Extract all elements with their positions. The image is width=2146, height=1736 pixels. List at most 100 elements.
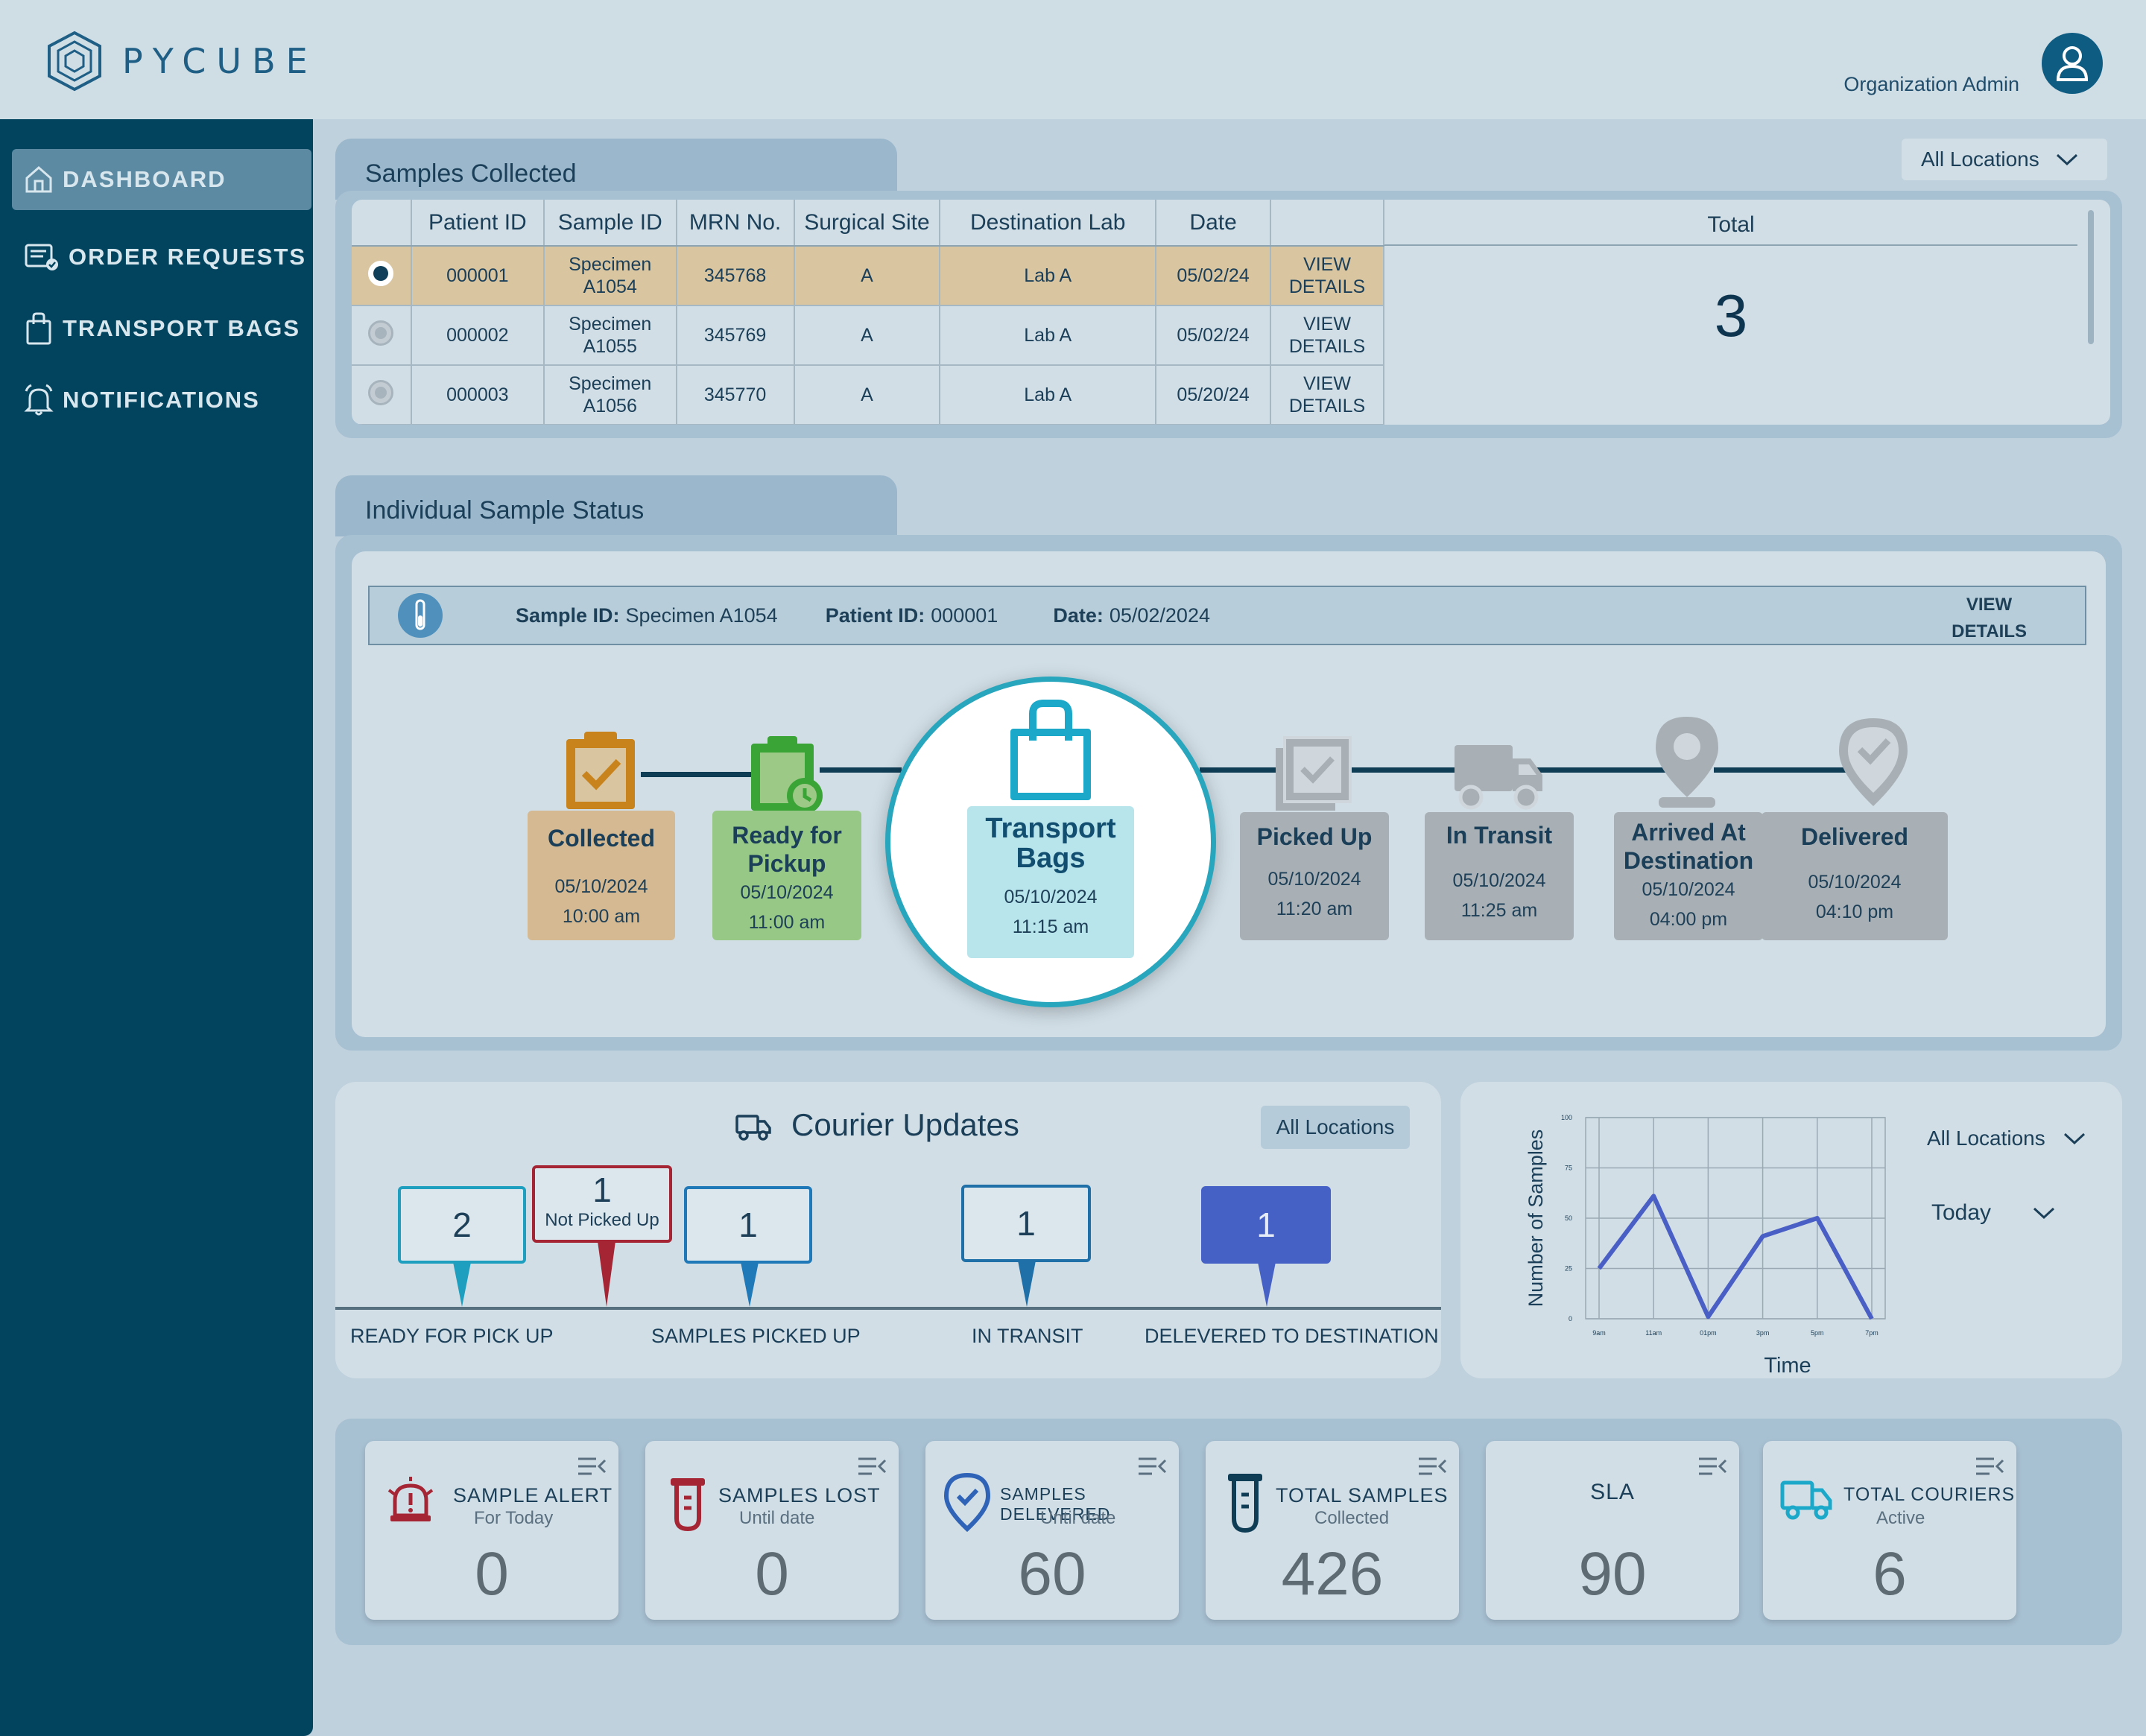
stat-title: TOTAL SAMPLES [1276, 1484, 1449, 1507]
view-details-line1: VIEW [1303, 254, 1351, 275]
stat-card-sla[interactable]: SLA 90 [1486, 1441, 1739, 1620]
samples-location-dropdown[interactable]: All Locations [1902, 139, 2107, 180]
table-row[interactable]: 000003 Specimen A1056 345770 A Lab A 05/2… [352, 365, 1384, 425]
step-date: 05/10/2024 [1808, 872, 1902, 893]
view-details-line2: DETAILS [1288, 396, 1366, 416]
radio-button[interactable] [368, 379, 394, 405]
view-details-link[interactable]: VIEW DETAILS [1270, 365, 1384, 425]
sample-status-tab: Individual Sample Status [335, 475, 897, 536]
stat-card-sample-alert[interactable]: SAMPLE ALERT For Today 0 [365, 1441, 618, 1620]
delivered-count-value: 1 [1256, 1206, 1276, 1244]
stat-subtitle: Active [1876, 1508, 1925, 1528]
test-tube-icon [671, 1478, 705, 1532]
user-name: Organization Admin [1843, 73, 2019, 95]
sample-id-label: Sample ID: [516, 604, 620, 627]
transit-count-value: 1 [1016, 1204, 1036, 1243]
stat-title: SAMPLES DELEVERED [1000, 1484, 1111, 1524]
step-in-transit[interactable]: In Transit 05/10/2024 11:25 am [1425, 812, 1574, 940]
step-time: 10:00 am [562, 906, 641, 927]
radio-button[interactable] [368, 320, 394, 346]
courier-location-filter[interactable]: All Locations [1261, 1106, 1410, 1149]
logo[interactable]: PYCUBE [45, 30, 318, 92]
filter-menu-icon[interactable] [1697, 1456, 1727, 1477]
table-row[interactable]: 000002 Specimen A1055 345769 A Lab A 05/0… [352, 305, 1384, 366]
avatar[interactable] [2042, 33, 2103, 94]
cell-mrn: 345770 [676, 365, 795, 425]
stat-subtitle: Until date [1040, 1508, 1116, 1528]
bell-icon [24, 384, 54, 416]
cell-surgical-site: A [794, 305, 941, 366]
select-column-header [352, 200, 412, 247]
courier-updates-title: Courier Updates [791, 1107, 1019, 1142]
progress-line [1200, 767, 1282, 773]
step-time: 11:15 am [1012, 916, 1089, 937]
filter-menu-icon[interactable] [857, 1456, 887, 1477]
chart-period-dropdown[interactable]: Today [1909, 1191, 2070, 1235]
step-label: Delivered [1800, 823, 1909, 850]
cell-sample-id: Specimen A1055 [543, 305, 677, 366]
step-picked-up[interactable]: Picked Up 05/10/2024 11:20 am [1240, 812, 1389, 940]
step-transport-bags[interactable]: Transport Bags 05/10/2024 11:15 am [967, 806, 1134, 958]
stat-value: 0 [475, 1540, 509, 1608]
total-value: 3 [1714, 282, 1748, 349]
stat-card-total-couriers[interactable]: TOTAL COURIERS Active 6 [1763, 1441, 2016, 1620]
test-tube-icon [398, 593, 443, 638]
ready-for-pickup-count[interactable]: 2 [398, 1186, 526, 1264]
view-details-link[interactable]: VIEW DETAILS [1270, 305, 1384, 366]
table-header-row: Patient ID Sample ID MRN No. Surgical Si… [352, 200, 1384, 247]
row-select[interactable] [352, 305, 412, 366]
row-select[interactable] [352, 365, 412, 425]
stat-value: 60 [1018, 1540, 1086, 1608]
stat-value: 6 [1873, 1540, 1907, 1608]
filter-menu-icon[interactable] [1975, 1456, 2004, 1477]
stat-value: 0 [755, 1540, 789, 1608]
step-label: Picked Up [1256, 823, 1373, 850]
sidebar-item-label: NOTIFICATIONS [63, 387, 260, 413]
column-header-patient-id: Patient ID [411, 200, 545, 247]
samples-picked-up-count[interactable]: 1 [684, 1186, 812, 1264]
view-details-link[interactable]: VIEW DETAILS [1270, 246, 1384, 306]
sidebar-item-notifications[interactable]: NOTIFICATIONS [12, 370, 311, 431]
filter-menu-icon[interactable] [1417, 1456, 1447, 1477]
stat-card-samples-delivered[interactable]: SAMPLES DELEVERED Until date 60 [925, 1441, 1179, 1620]
cell-destination-lab: Lab A [940, 246, 1157, 306]
sidebar-item-transport-bags[interactable]: TRANSPORT BAGS [12, 298, 311, 359]
filter-menu-icon[interactable] [1137, 1456, 1167, 1477]
courier-location-label: All Locations [1276, 1115, 1395, 1138]
view-details-button[interactable]: VIEW DETAILS [1952, 592, 2027, 645]
table-row[interactable]: 000001 Specimen A1054 345768 A Lab A 05/0… [352, 246, 1384, 306]
pin-pointer [1258, 1262, 1276, 1307]
step-time: 04:00 pm [1649, 909, 1728, 930]
date-label: Date: [1053, 604, 1104, 627]
column-header-surgical-site: Surgical Site [794, 200, 941, 247]
step-arrived-at-destination[interactable]: Arrived At Destination 05/10/2024 04:00 … [1614, 812, 1763, 940]
alarm-icon [387, 1477, 434, 1521]
step-ready-for-pickup[interactable]: Ready for Pickup 05/10/2024 11:00 am [712, 811, 861, 940]
filter-menu-icon[interactable] [577, 1456, 607, 1477]
delivered-count[interactable]: 1 [1201, 1186, 1331, 1264]
step-collected[interactable]: Collected 05/10/2024 10:00 am [528, 811, 675, 940]
sidebar-item-label: TRANSPORT BAGS [63, 315, 301, 341]
truck-icon [1455, 745, 1542, 810]
column-header-sample-id: Sample ID [543, 200, 677, 247]
stat-card-total-samples[interactable]: TOTAL SAMPLES Collected 426 [1206, 1441, 1459, 1620]
cell-date: 05/02/24 [1156, 246, 1272, 306]
sample-id-line1: Specimen [569, 254, 652, 275]
step-delivered[interactable]: Delivered 05/10/2024 04:10 pm [1762, 812, 1948, 940]
table-scrollbar[interactable] [2088, 210, 2094, 344]
view-details-line1: VIEW [1966, 595, 2013, 615]
x-tick-label: 3pm [1756, 1329, 1770, 1337]
sidebar-item-order-requests[interactable]: ORDER REQUESTS [12, 226, 311, 288]
row-select[interactable] [352, 246, 412, 306]
step-time: 11:25 am [1460, 900, 1538, 921]
samples-location-label: All Locations [1921, 148, 2039, 171]
radio-button[interactable] [368, 260, 394, 286]
stat-card-samples-lost[interactable]: SAMPLES LOST Until date 0 [645, 1441, 899, 1620]
not-picked-up-count[interactable]: 1 Not Picked Up [532, 1165, 672, 1243]
in-transit-count[interactable]: 1 [961, 1185, 1091, 1262]
samples-table: Patient ID Sample ID MRN No. Surgical Si… [352, 200, 1384, 425]
logo-text: PYCUBE [122, 41, 318, 81]
chart-location-dropdown[interactable]: All Locations [1908, 1116, 2113, 1161]
sidebar-item-dashboard[interactable]: DASHBOARD [12, 149, 311, 210]
picked-count-value: 1 [738, 1206, 758, 1244]
